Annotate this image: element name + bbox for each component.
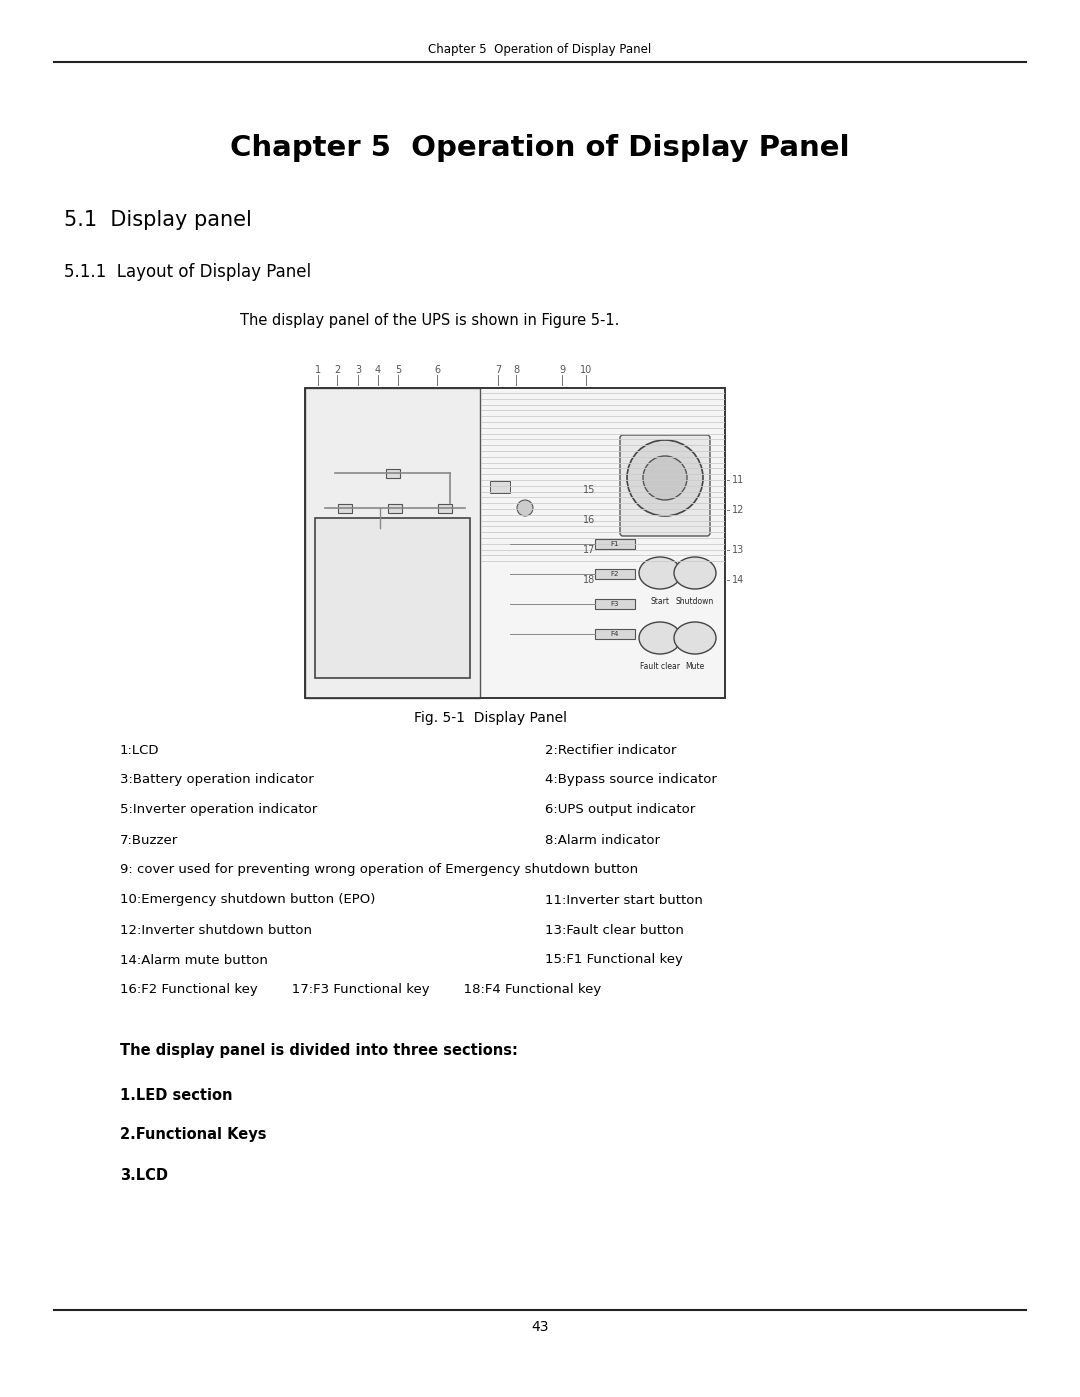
Text: Mute: Mute [686, 662, 704, 671]
Text: 14: 14 [732, 576, 744, 585]
FancyBboxPatch shape [386, 469, 400, 478]
Text: 9: cover used for preventing wrong operation of Emergency shutdown button: 9: cover used for preventing wrong opera… [120, 863, 638, 876]
Circle shape [517, 500, 534, 515]
Circle shape [643, 455, 687, 500]
Text: The display panel is divided into three sections:: The display panel is divided into three … [120, 1042, 518, 1058]
Text: Chapter 5  Operation of Display Panel: Chapter 5 Operation of Display Panel [230, 134, 850, 162]
Text: 16:F2 Functional key        17:F3 Functional key        18:F4 Functional key: 16:F2 Functional key 17:F3 Functional ke… [120, 983, 602, 996]
Ellipse shape [674, 622, 716, 654]
Text: 8:Alarm indicator: 8:Alarm indicator [545, 834, 660, 847]
Text: F3: F3 [611, 601, 619, 608]
Ellipse shape [674, 557, 716, 590]
Text: 16: 16 [583, 515, 595, 525]
Text: 5.1  Display panel: 5.1 Display panel [64, 210, 252, 231]
Text: 4:Bypass source indicator: 4:Bypass source indicator [545, 774, 717, 787]
Text: 43: 43 [531, 1320, 549, 1334]
Text: 15:F1 Functional key: 15:F1 Functional key [545, 954, 683, 967]
Text: 7: 7 [495, 365, 501, 374]
Text: 18: 18 [583, 576, 595, 585]
Text: 12: 12 [732, 504, 744, 515]
Text: 14:Alarm mute button: 14:Alarm mute button [120, 954, 268, 967]
Text: F4: F4 [611, 631, 619, 637]
Ellipse shape [639, 557, 681, 590]
FancyBboxPatch shape [595, 569, 635, 578]
Text: 13: 13 [732, 545, 744, 555]
Text: 9: 9 [559, 365, 565, 374]
FancyBboxPatch shape [315, 518, 470, 678]
Text: 1:LCD: 1:LCD [120, 743, 160, 757]
FancyBboxPatch shape [438, 504, 453, 513]
Text: 13:Fault clear button: 13:Fault clear button [545, 923, 684, 936]
Text: 3: 3 [355, 365, 361, 374]
FancyBboxPatch shape [595, 629, 635, 638]
FancyBboxPatch shape [595, 539, 635, 549]
Text: Shutdown: Shutdown [676, 597, 714, 606]
Text: F1: F1 [611, 541, 619, 548]
Text: F2: F2 [611, 571, 619, 577]
Text: 3.LCD: 3.LCD [120, 1168, 168, 1182]
Text: 4: 4 [375, 365, 381, 374]
Text: 11:Inverter start button: 11:Inverter start button [545, 894, 703, 907]
FancyBboxPatch shape [595, 599, 635, 609]
Text: Start: Start [650, 597, 670, 606]
Circle shape [627, 440, 703, 515]
Text: 11: 11 [732, 475, 744, 485]
Text: 8: 8 [513, 365, 519, 374]
Text: 5.1.1  Layout of Display Panel: 5.1.1 Layout of Display Panel [64, 263, 311, 281]
FancyBboxPatch shape [305, 388, 725, 698]
Text: 10: 10 [580, 365, 592, 374]
FancyBboxPatch shape [373, 522, 387, 532]
Text: Fig. 5-1  Display Panel: Fig. 5-1 Display Panel [414, 711, 567, 725]
Text: 6: 6 [434, 365, 440, 374]
FancyBboxPatch shape [388, 504, 402, 513]
FancyBboxPatch shape [338, 504, 352, 513]
Text: 5:Inverter operation indicator: 5:Inverter operation indicator [120, 803, 318, 816]
FancyBboxPatch shape [490, 481, 510, 493]
Text: The display panel of the UPS is shown in Figure 5-1.: The display panel of the UPS is shown in… [240, 313, 619, 327]
Text: 1: 1 [315, 365, 321, 374]
Ellipse shape [639, 622, 681, 654]
FancyBboxPatch shape [620, 434, 710, 536]
Text: Fault clear: Fault clear [640, 662, 680, 671]
Text: 3:Battery operation indicator: 3:Battery operation indicator [120, 774, 314, 787]
Text: Chapter 5  Operation of Display Panel: Chapter 5 Operation of Display Panel [429, 43, 651, 56]
Text: 7:Buzzer: 7:Buzzer [120, 834, 178, 847]
Text: 2:Rectifier indicator: 2:Rectifier indicator [545, 743, 676, 757]
Text: 6:UPS output indicator: 6:UPS output indicator [545, 803, 696, 816]
Text: 17: 17 [582, 545, 595, 555]
FancyBboxPatch shape [305, 388, 480, 698]
Text: 15: 15 [582, 485, 595, 495]
Text: 2.Functional Keys: 2.Functional Keys [120, 1127, 267, 1143]
Text: 12:Inverter shutdown button: 12:Inverter shutdown button [120, 923, 312, 936]
Text: 2: 2 [334, 365, 340, 374]
Text: 5: 5 [395, 365, 401, 374]
Text: 1.LED section: 1.LED section [120, 1087, 232, 1102]
Text: 10:Emergency shutdown button (EPO): 10:Emergency shutdown button (EPO) [120, 894, 376, 907]
